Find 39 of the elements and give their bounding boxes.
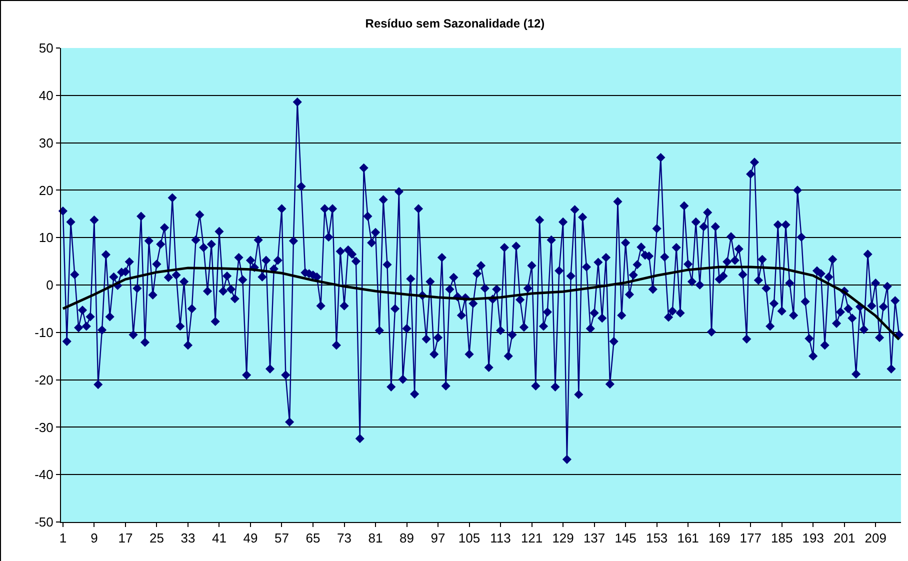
y-tick-label: 40 bbox=[38, 88, 54, 103]
y-tick-label: -10 bbox=[34, 324, 54, 340]
x-tick-label: 193 bbox=[802, 530, 824, 546]
y-tick-label: 20 bbox=[38, 182, 54, 198]
y-tick-label: -40 bbox=[34, 467, 54, 482]
chart-title: Resíduo sem Sazonalidade (12) bbox=[365, 16, 545, 31]
x-tick-label: 153 bbox=[646, 530, 668, 546]
x-tick-label: 17 bbox=[118, 530, 133, 546]
x-tick-label: 33 bbox=[180, 530, 196, 546]
x-tick-label: 65 bbox=[306, 530, 320, 546]
x-tick-label: 57 bbox=[274, 530, 289, 546]
x-tick-label: 201 bbox=[834, 530, 856, 546]
y-tick-label: -50 bbox=[34, 514, 54, 530]
y-tick-label: -30 bbox=[34, 420, 54, 435]
x-tick-label: 137 bbox=[583, 530, 606, 546]
x-tick-label: 49 bbox=[243, 530, 258, 546]
x-tick-label: 161 bbox=[677, 530, 699, 546]
x-tick-label: 25 bbox=[149, 530, 164, 546]
x-tick-label: 81 bbox=[368, 530, 383, 546]
x-tick-label: 121 bbox=[520, 530, 543, 546]
x-tick-label: 129 bbox=[552, 530, 574, 546]
x-tick-label: 105 bbox=[458, 530, 480, 546]
x-tick-label: 113 bbox=[490, 530, 511, 546]
x-tick-label: 185 bbox=[770, 530, 793, 546]
x-tick-label: 145 bbox=[614, 530, 636, 546]
y-tick-label: 50 bbox=[38, 40, 54, 56]
y-tick-label: 30 bbox=[38, 135, 54, 150]
x-tick-label: 89 bbox=[400, 530, 414, 546]
y-tick-label: -20 bbox=[34, 372, 54, 388]
y-tick-label: 10 bbox=[38, 230, 54, 246]
y-tick-label: 0 bbox=[46, 278, 54, 293]
x-tick-label: 209 bbox=[864, 530, 886, 546]
x-tick-label: 177 bbox=[740, 530, 762, 546]
x-tick-label: 9 bbox=[90, 530, 98, 546]
x-tick-label: 169 bbox=[708, 530, 730, 546]
x-tick-label: 97 bbox=[430, 530, 446, 546]
x-tick-label: 1 bbox=[59, 530, 67, 546]
x-tick-label: 73 bbox=[337, 530, 352, 546]
x-tick-label: 41 bbox=[212, 530, 226, 546]
